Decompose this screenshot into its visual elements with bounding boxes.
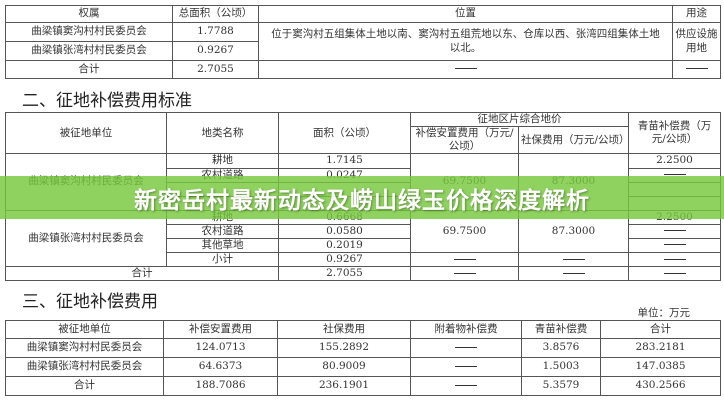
table-cell: 188.7086 [163, 376, 278, 396]
header-cell: 附着物补偿费 [410, 320, 522, 339]
owner-cell: 曲梁镇窦沟村村民委员会 [5, 22, 173, 42]
header-usage: 用途 [672, 5, 721, 23]
table-cell: 曲梁镇张湾村村民委员会 [5, 357, 164, 377]
title-banner: 新密岳村最新动态及崂山绿玉价格深度解析 [0, 176, 724, 219]
header-area: 总面积（公顷） [172, 5, 259, 23]
table-cell: 236.1901 [277, 376, 411, 396]
header-cell: 被征地单位 [5, 320, 164, 339]
header-cell: 合计 [600, 320, 721, 339]
table-cell [410, 357, 522, 377]
unit-note: 单位：万元 [637, 307, 691, 319]
table-cell: 155.2892 [277, 338, 411, 358]
type-cell: 其他草地 [166, 237, 279, 254]
table-row: 曲梁镇窦沟村村民委员会 124.0713 155.2892 3.8576 283.218… [5, 338, 721, 358]
section-3-heading: 三、征地补偿费用 [22, 292, 158, 312]
table-cell: 430.2566 [600, 376, 721, 396]
section-2-heading: 二、征地补偿费用标准 [22, 91, 192, 111]
table-cell: 80.9009 [277, 357, 411, 377]
header-comp: 补偿安置费用（万元/公顷） [410, 126, 519, 155]
empty-dash [518, 266, 629, 282]
table-cell: 124.0713 [163, 338, 278, 358]
total-area: 2.7055 [172, 60, 259, 79]
header-unit: 被征地单位 [5, 111, 167, 155]
header-owner: 权属 [5, 5, 173, 23]
table-cell: 64.6373 [163, 357, 278, 377]
table-cell: 283.2181 [600, 338, 721, 358]
table-cell [410, 338, 522, 358]
total-label: 合计 [5, 266, 279, 282]
header-social: 社保费用（万元/公顷） [518, 126, 630, 155]
header-type: 地类名称 [166, 111, 279, 155]
land-ownership-table: 权属 总面积（公顷） 位置 用途 曲梁镇窦沟村村民委员会 1.7788 位于窦沟村五组集体… [5, 5, 721, 79]
header-cell: 补偿安置费用 [163, 320, 278, 339]
area-cell: 1.7145 [278, 153, 411, 169]
area-cell: 0.2019 [278, 237, 411, 254]
type-cell: 耕地 [166, 153, 279, 169]
table-cell: 合计 [5, 376, 164, 396]
unit-cell: 曲梁镇张湾村村民委员会 [5, 209, 167, 268]
owner-cell: 曲梁镇张湾村村民委员会 [5, 41, 173, 61]
table-row: 合计 188.7086 236.1901 5.3579 430.2566 [5, 376, 721, 396]
empty-dash [628, 266, 721, 282]
total-area: 2.7055 [278, 266, 411, 282]
header-price: 征地区片综合地价 [410, 111, 629, 128]
area-cell: 0.0580 [278, 223, 411, 239]
type-cell: 农村道路 [166, 223, 279, 239]
header-cell: 社保费用 [277, 320, 411, 339]
table-cell: 1.5003 [521, 357, 601, 377]
empty-dash [628, 251, 721, 268]
empty-dash [410, 266, 519, 282]
header-area: 面积（公顷） [278, 111, 411, 155]
area-cell: 0.9267 [172, 41, 259, 61]
table-cell: 曲梁镇窦沟村村民委员会 [5, 338, 164, 358]
header-cell: 青苗补偿费 [521, 320, 601, 339]
total-label: 合计 [5, 60, 173, 79]
empty-dash [672, 60, 721, 79]
crop-cell: 2.2500 [628, 153, 721, 169]
table-cell [410, 376, 522, 396]
crop-cell [628, 223, 721, 239]
banner-title: 新密岳村最新动态及崂山绿玉价格深度解析 [134, 187, 590, 214]
table-row: 曲梁镇张湾村村民委员会 64.6373 80.9009 1.5003 147.0385 [5, 357, 721, 377]
usage-cell: 供应设施用地 [672, 22, 721, 61]
location-cell: 位于窦沟村五组集体土地以南、窦沟村五组荒地以东、仓库以西、张湾四组集体土地以北。 [258, 22, 673, 61]
crop-cell [628, 237, 721, 254]
empty-dash [518, 251, 629, 268]
empty-dash [410, 251, 519, 268]
header-location: 位置 [258, 5, 673, 23]
subtotal-label: 小计 [166, 251, 279, 268]
table-cell: 147.0385 [600, 357, 721, 377]
table-cell: 3.8576 [521, 338, 601, 358]
area-cell: 1.7788 [172, 22, 259, 42]
table-cell: 5.3579 [521, 376, 601, 396]
header-crop: 青苗补偿费（万元/公顷） [628, 111, 721, 155]
compensation-fees-table: 被征地单位 补偿安置费用 社保费用 附着物补偿费 青苗补偿费 合计 曲梁镇窦沟村村民委员会… [5, 320, 721, 396]
empty-dash [258, 60, 673, 79]
subtotal-area: 0.9267 [278, 251, 411, 268]
